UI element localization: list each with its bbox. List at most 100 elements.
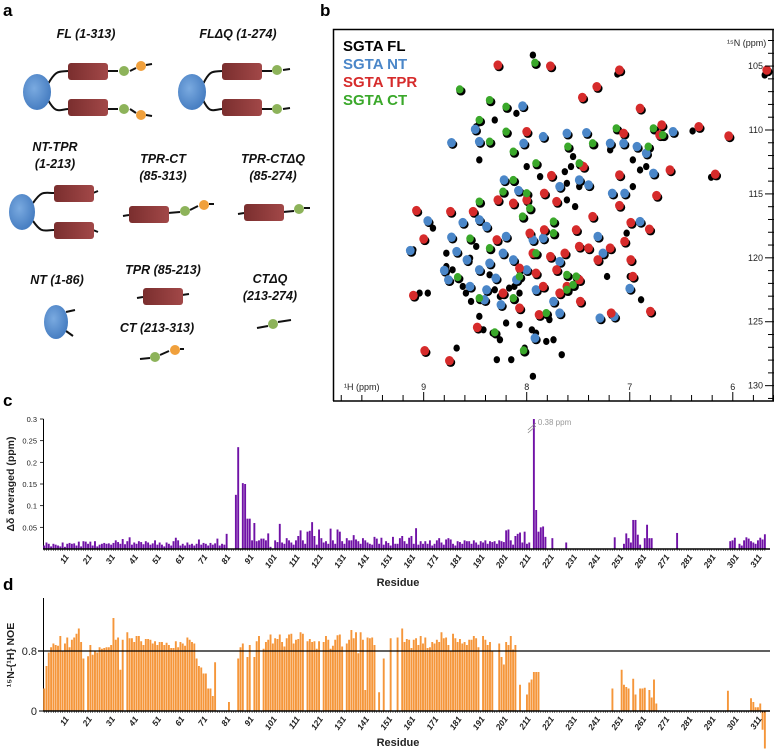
c-bar-residue-299: [731, 540, 734, 549]
d-bar-residue-144: [373, 645, 376, 711]
nmr-peak-sgta-nt: [458, 217, 468, 228]
c-y-tick-label: 0.05: [22, 523, 37, 532]
d-bar-residue-102: [276, 639, 279, 711]
c-x-tick-label: 211: [516, 552, 533, 570]
d-bar-residue-59: [177, 647, 180, 711]
nmr-peak-sgta-ct: [502, 102, 510, 111]
nmr-peak-sgta-fl: [491, 286, 498, 294]
nmr-peak-sgta-fl: [567, 162, 575, 171]
c-x-tick-label: 301: [724, 552, 740, 570]
c-bar-residue-122: [322, 542, 325, 549]
linker: [202, 68, 291, 112]
c-x-tick-label: 271: [655, 552, 672, 570]
d-bar-residue-161: [412, 639, 415, 711]
c-bar-residue-80: [225, 533, 228, 549]
nmr-peak-sgta-nt: [574, 175, 584, 185]
nmr-peak-sgta-fl: [496, 336, 504, 344]
d-bar-residue-17: [80, 642, 83, 711]
c-bar-residue-109: [292, 544, 295, 549]
c-bar-residue-166: [424, 541, 427, 549]
d-bar-residue-34: [119, 669, 122, 711]
linker: [32, 190, 99, 233]
c-bar-residue-259: [639, 544, 642, 549]
nmr-peak-sgta-fl: [571, 202, 579, 211]
nmr-peak-sgta-tpr: [538, 281, 548, 292]
d-bar-residue-97: [264, 642, 267, 711]
d-bar-residue-113: [301, 633, 304, 711]
c-bar-residue-255: [629, 542, 632, 549]
d-bar-residue-21: [89, 645, 92, 711]
construct-label-tpr-ct-dq-range: (85-274): [249, 169, 296, 183]
construct-fl-dq: FLΔQ (1-274): [178, 27, 291, 116]
construct-fl: FL (1-313): [23, 27, 153, 120]
nmr-peak-sgta-fl: [516, 289, 523, 297]
c-bar-residue-192: [484, 540, 487, 549]
c-bar-residue-151: [389, 545, 392, 549]
c-bar-residue-254: [627, 538, 630, 549]
c-y-axis-label: Δδ averaged (ppm): [5, 436, 17, 531]
c-x-tick-label: 161: [401, 552, 417, 570]
nmr-y-tick-label: 130: [748, 381, 763, 391]
nmr-peak-sgta-nt: [519, 138, 529, 148]
c-bar-residue-275: [676, 532, 679, 549]
c-bar-residue-107: [288, 540, 290, 549]
d-bar-residue-192: [484, 639, 487, 711]
c-x-tick-label: 111: [286, 552, 302, 569]
d-bar-residue-134: [350, 630, 353, 711]
d-x-tick-label: 71: [196, 714, 210, 728]
c-break-annotation-text: 0.38 ppm: [538, 418, 572, 427]
d-bar-residue-25: [98, 647, 101, 711]
nmr-peak-sgta-fl: [643, 162, 650, 171]
c-bar-residue-50: [156, 544, 159, 549]
d-bar-residue-5: [52, 643, 55, 711]
nmr-peak-sgta-tpr: [560, 248, 570, 258]
d-bar-residue-99: [269, 634, 272, 711]
construct-ct: CT (213-313): [120, 321, 194, 362]
d-bar-residue-128: [336, 635, 339, 711]
nmr-peak-sgta-fl: [449, 266, 456, 274]
c-bar-residue-41: [135, 543, 138, 549]
d-bar-residue-14: [73, 637, 76, 711]
d-bar-residue-253: [625, 687, 628, 711]
nmr-peak-sgta-fl: [543, 337, 550, 346]
nmr-peak-sgta-tpr: [555, 288, 565, 298]
nmr-peak-sgta-nt: [625, 283, 635, 294]
legend-sgta-ct: SGTA CT: [343, 92, 407, 109]
d-bar-residue-81: [228, 702, 230, 711]
construct-label-fl: FL (1-313): [57, 27, 116, 41]
nmr-peak-sgta-tpr: [531, 268, 541, 278]
c-bar-residue-194: [489, 541, 491, 549]
c-x-tick-label: 191: [470, 552, 486, 570]
nmr-peak-sgta-tpr: [615, 200, 624, 211]
nmr-peak-sgta-fl: [462, 289, 470, 297]
construct-label-fl-dq: FLΔQ (1-274): [199, 27, 276, 41]
c-bar-residue-42: [137, 541, 140, 549]
d-x-tick-label: 291: [701, 714, 718, 732]
c-x-tick-label: 241: [585, 552, 602, 570]
ct-orange-icon: [136, 61, 146, 71]
ct-orange-icon: [136, 110, 146, 120]
d-bar-residue-126: [331, 645, 334, 711]
nmr-peak-sgta-tpr: [546, 61, 555, 71]
linker: [136, 293, 190, 299]
c-bar-residue-112: [299, 530, 302, 549]
c-x-tick-label: 11: [58, 552, 71, 565]
nmr-peak-sgta-tpr: [525, 228, 535, 238]
c-bar-residue-37: [126, 541, 129, 549]
d-bar-residue-117: [311, 642, 314, 711]
nmr-y-tick-label: 110: [749, 125, 763, 135]
d-bar-residue-200: [502, 664, 505, 711]
nmr-peak-sgta-nt: [447, 137, 456, 148]
c-bar-residue-136: [355, 539, 357, 549]
d-bar-residue-109: [292, 643, 295, 711]
nmr-peaks: [405, 51, 773, 380]
c-x-tick-label: 21: [80, 552, 94, 567]
d-bar-residue-133: [348, 639, 351, 711]
tpr-domain-icon: [54, 222, 94, 239]
c-bar-residue-252: [623, 543, 625, 549]
d-bar-residue-175: [445, 637, 448, 711]
d-x-tick-label: 301: [724, 714, 740, 732]
panel-c-chemical-shift-chart: c 0.05 0.1 0.15 0.2 0.25 0.3 11 21 31 41 51 61 71 81…: [3, 391, 770, 589]
nmr-peak-sgta-fl: [629, 156, 637, 164]
c-bar-residue-71: [204, 543, 207, 549]
